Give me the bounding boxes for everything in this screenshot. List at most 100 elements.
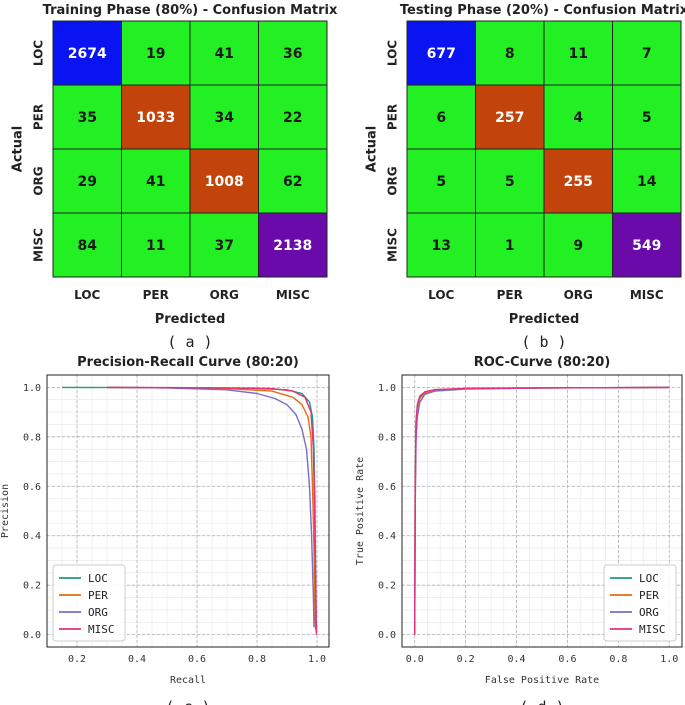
x-axis-label: Predicted <box>155 312 226 327</box>
matrix-cell <box>612 212 682 278</box>
x-axis-label: Predicted <box>509 312 580 327</box>
legend-label: ORG <box>639 606 659 619</box>
y-tick-label: 0.6 <box>23 482 41 493</box>
y-axis-label: True Positive Rate <box>355 457 366 565</box>
cell-value: 4 <box>573 110 583 126</box>
matrix-cell <box>121 148 191 214</box>
legend-label: LOC <box>639 572 659 585</box>
panel-caption: ( b ) <box>521 333 566 351</box>
matrix-cell <box>121 20 191 86</box>
y-tick-label: MISC <box>32 228 46 262</box>
cell-value: 14 <box>637 174 657 190</box>
x-tick-label: LOC <box>428 288 454 302</box>
cell-value: 84 <box>78 238 98 254</box>
x-tick-label: ORG <box>210 288 239 302</box>
y-tick-label: 0.0 <box>23 630 41 641</box>
matrix-cell <box>258 84 328 150</box>
matrix-cell <box>475 84 545 150</box>
y-tick-label: ORG <box>32 166 46 195</box>
matrix-cell <box>121 212 191 278</box>
legend: LOC PER ORG MISC <box>603 564 677 642</box>
y-tick-label: LOC <box>386 40 400 66</box>
legend-label: PER <box>639 589 659 602</box>
x-tick-label: ORG <box>564 288 593 302</box>
series-line-misc <box>106 386 318 635</box>
legend-box <box>52 564 126 642</box>
y-tick-label: 1.0 <box>378 383 396 394</box>
matrix-cell <box>475 20 545 86</box>
panel-caption: ( a ) <box>167 333 212 351</box>
cell-value: 41 <box>146 174 165 190</box>
y-tick-label: 1.0 <box>23 383 41 394</box>
chart-title: Training Phase (80%) - Confusion Matrix <box>43 3 338 18</box>
matrix-cell <box>543 84 613 150</box>
matrix-cell <box>612 148 682 214</box>
x-tick-label: 1.0 <box>660 654 678 665</box>
x-tick-label: MISC <box>276 288 310 302</box>
cell-value: 5 <box>505 174 515 190</box>
y-tick-label: 0.2 <box>23 581 41 592</box>
cell-value: 22 <box>283 110 302 126</box>
cell-value: 1008 <box>205 174 244 190</box>
legend-label: MISC <box>88 623 115 636</box>
x-tick-label: PER <box>143 288 169 302</box>
chart-title: Testing Phase (20%) - Confusion Matrix <box>400 3 685 18</box>
cell-value: 36 <box>283 46 302 62</box>
y-axis-label: Actual <box>11 126 26 172</box>
series-line-org <box>106 386 315 628</box>
cell-value: 677 <box>427 46 456 62</box>
matrix-cell <box>475 212 545 278</box>
line-chart-roc: ROC-Curve (80:20) 0.0 0.2 0.4 0.6 0.8 1.0 0.0 0.… <box>355 355 683 705</box>
x-tick-label: PER <box>497 288 523 302</box>
x-tick-label: LOC <box>74 288 100 302</box>
cell-value: 11 <box>146 238 165 254</box>
confusion-matrix-test: Testing Phase (20%) - Confusion Matrix 67… <box>365 3 685 351</box>
y-tick-label: 0.2 <box>378 581 396 592</box>
y-axis-label: Actual <box>365 126 380 172</box>
matrix-cell <box>52 20 122 86</box>
cell-value: 549 <box>632 238 661 254</box>
y-tick-label: ORG <box>386 166 400 195</box>
matrix-cell <box>543 20 613 86</box>
chart-title: ROC-Curve (80:20) <box>474 355 611 370</box>
x-tick-label: 1.0 <box>308 654 326 665</box>
figure-layer: Training Phase (80%) - Confusion Matrix 2… <box>0 3 685 705</box>
legend-box <box>603 564 677 642</box>
y-tick-label: 0.8 <box>23 432 41 443</box>
legend-label: MISC <box>639 623 666 636</box>
matrix-cell <box>258 20 328 86</box>
matrix-cell <box>406 148 476 214</box>
y-tick-label: 0.0 <box>378 630 396 641</box>
matrix-cell <box>52 84 122 150</box>
x-tick-label: 0.0 <box>406 654 424 665</box>
y-tick-label: 0.4 <box>378 531 396 542</box>
legend-label: ORG <box>88 606 108 619</box>
plot-frame <box>401 374 683 648</box>
y-tick-label: LOC <box>32 40 46 66</box>
cell-value: 1033 <box>136 110 175 126</box>
cell-value: 7 <box>642 46 652 62</box>
cell-value: 5 <box>642 110 652 126</box>
series-line-misc <box>414 386 670 635</box>
legend: LOC PER ORG MISC <box>52 564 126 642</box>
cell-value: 2138 <box>273 238 312 254</box>
cell-value: 34 <box>215 110 235 126</box>
y-tick-label: PER <box>32 104 46 130</box>
legend-label: LOC <box>88 572 108 585</box>
matrix-cell <box>52 212 122 278</box>
x-tick-label: 0.8 <box>248 654 266 665</box>
y-tick-label: 0.4 <box>23 531 41 542</box>
cell-value: 255 <box>564 174 593 190</box>
x-tick-label: 0.6 <box>188 654 206 665</box>
cell-value: 2674 <box>68 46 107 62</box>
line-chart-pr: Precision-Recall Curve (80:20) 0.2 0.4 0.6 0… <box>0 355 330 705</box>
cell-value: 41 <box>215 46 234 62</box>
panel-caption: ( d ) <box>519 698 564 705</box>
cell-value: 11 <box>569 46 588 62</box>
cell-value: 1 <box>505 238 515 254</box>
cell-value: 29 <box>78 174 97 190</box>
x-axis-label: Recall <box>170 675 206 686</box>
matrix-cell <box>258 148 328 214</box>
chart-title: Precision-Recall Curve (80:20) <box>77 355 299 370</box>
